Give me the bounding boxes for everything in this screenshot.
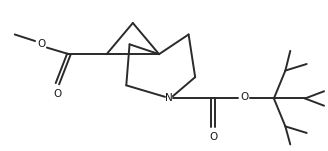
Text: N: N	[165, 93, 173, 103]
Text: O: O	[209, 132, 217, 142]
Text: O: O	[37, 39, 45, 49]
Text: O: O	[240, 92, 249, 102]
Text: O: O	[53, 88, 62, 99]
